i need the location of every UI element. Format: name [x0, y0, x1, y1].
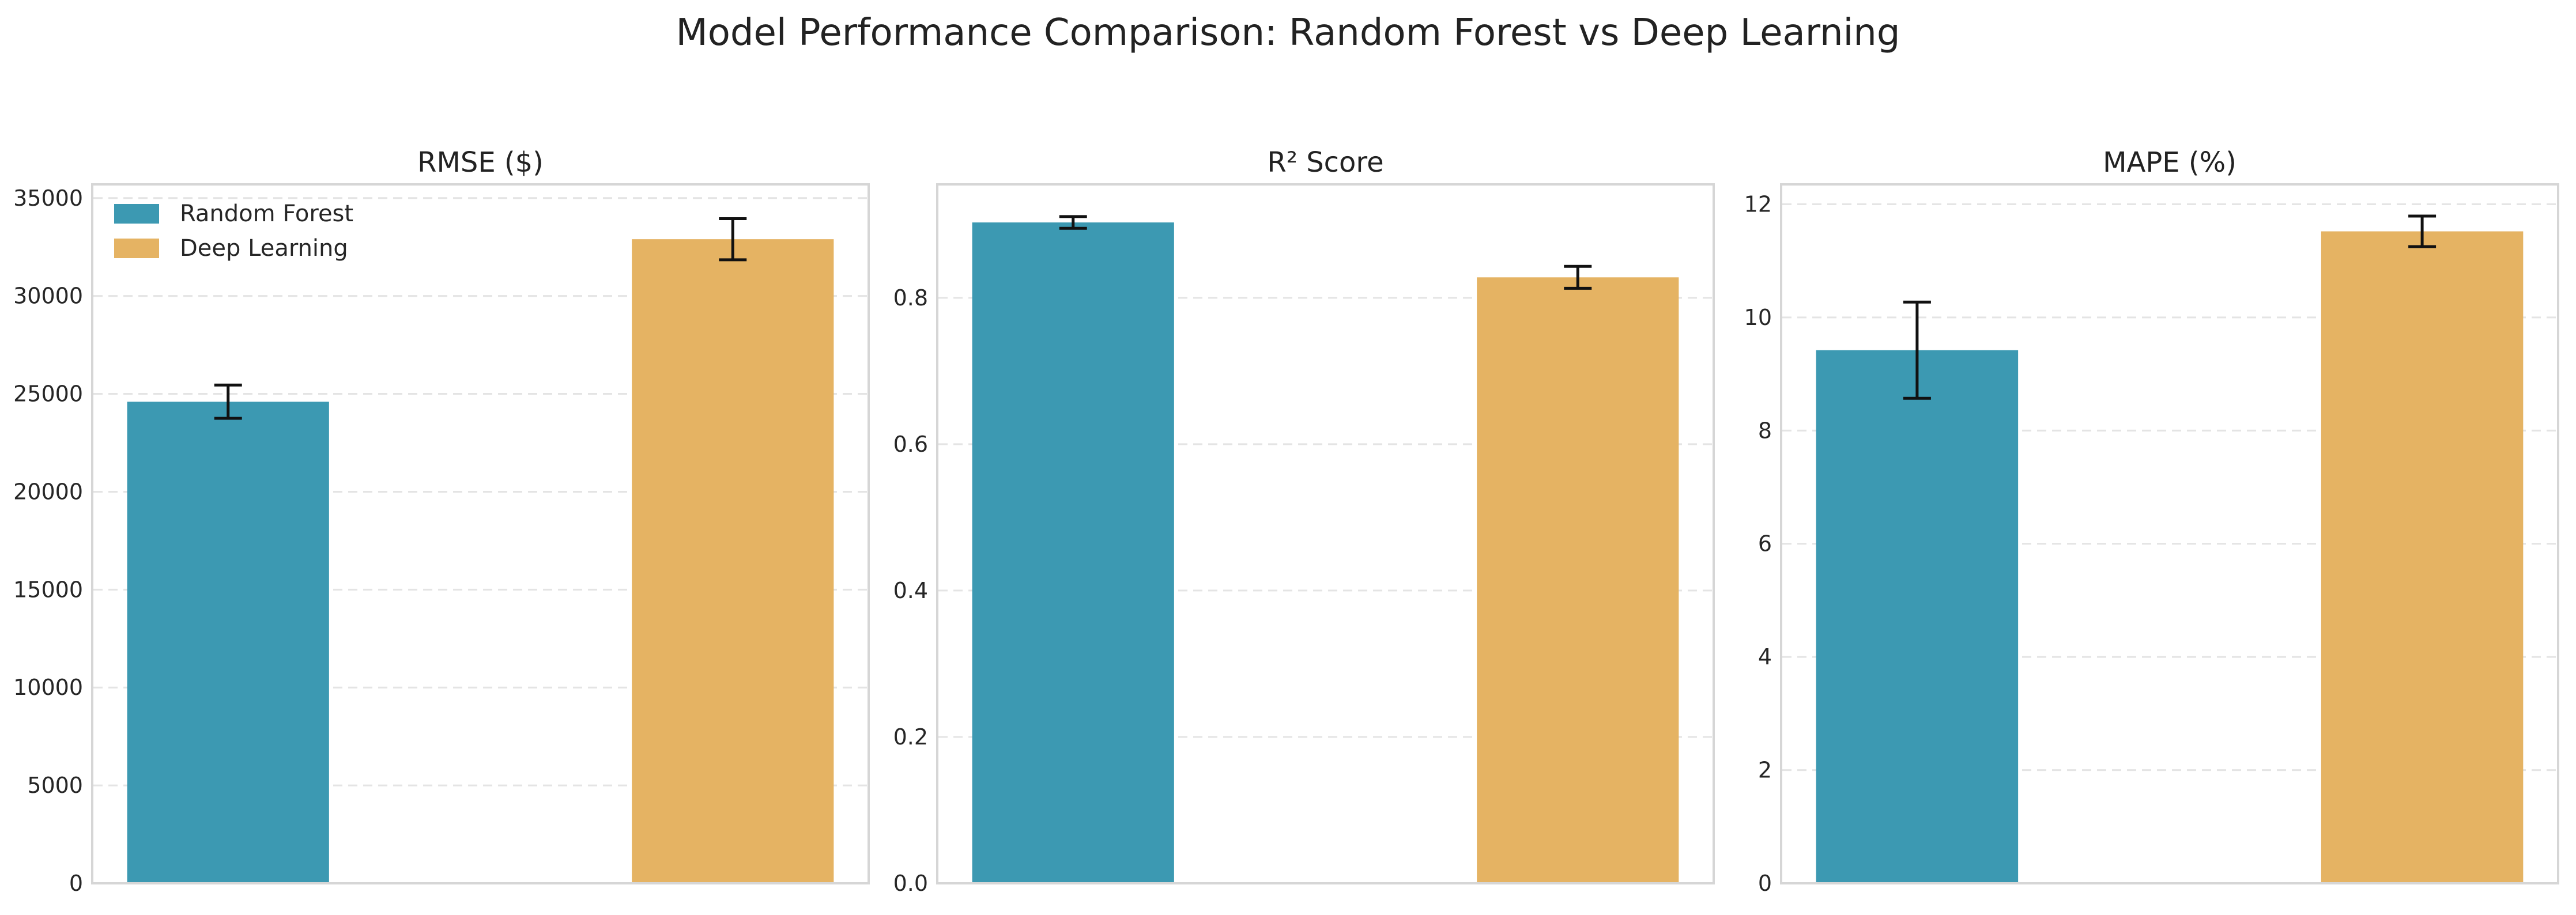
bar-random-forest — [972, 222, 1174, 883]
y-tick-label: 0 — [1758, 871, 1772, 896]
bar-deep-learning — [632, 239, 834, 883]
legend-swatch — [114, 204, 159, 224]
panel-title: MAPE (%) — [2103, 146, 2236, 179]
y-tick-label: 12 — [1744, 191, 1772, 217]
legend: Random Forest Deep Learning — [114, 201, 353, 262]
y-tick-label: 0 — [69, 871, 83, 896]
y-tick-label: 0.4 — [893, 578, 928, 603]
y-tick-label: 10000 — [13, 675, 83, 700]
y-tick-label: 15000 — [13, 577, 83, 602]
bar-deep-learning — [1477, 277, 1679, 882]
y-tick-label: 5000 — [27, 773, 83, 798]
chart-panel-1: 0 5000 10000 15000 20000 25000 30000 35000 RMSE … — [13, 146, 870, 896]
y-tick-label: 0.8 — [893, 285, 928, 311]
legend-label: Deep Learning — [180, 235, 348, 262]
y-tick-label: 35000 — [13, 186, 83, 211]
y-tick-label: 6 — [1758, 531, 1772, 557]
chart-panel-3: 0 2 4 6 8 10 12 MAPE (%) — [1744, 146, 2559, 896]
y-tick-label: 30000 — [13, 283, 83, 309]
y-tick-label: 20000 — [13, 479, 83, 504]
figure-title: Model Performance Comparison: Random For… — [676, 12, 1900, 54]
y-tick-label: 0.2 — [893, 724, 928, 750]
bar-random-forest — [127, 402, 329, 882]
legend-label: Random Forest — [180, 201, 353, 227]
panel-title: RMSE ($) — [417, 146, 544, 179]
y-tick-label: 10 — [1744, 305, 1772, 330]
y-tick-label: 4 — [1758, 644, 1772, 670]
y-tick-label: 8 — [1758, 418, 1772, 443]
chart-panel-2: 0.0 0.2 0.4 0.6 0.8 R² Score — [893, 146, 1715, 896]
y-tick-label: 0.0 — [893, 871, 928, 896]
bar-random-forest — [1816, 350, 2019, 882]
bar-deep-learning — [2321, 231, 2524, 882]
legend-swatch — [114, 239, 159, 258]
panel-title: R² Score — [1267, 146, 1383, 179]
y-tick-label: 0.6 — [893, 432, 928, 457]
y-tick-label: 25000 — [13, 381, 83, 407]
y-tick-label: 2 — [1758, 758, 1772, 783]
